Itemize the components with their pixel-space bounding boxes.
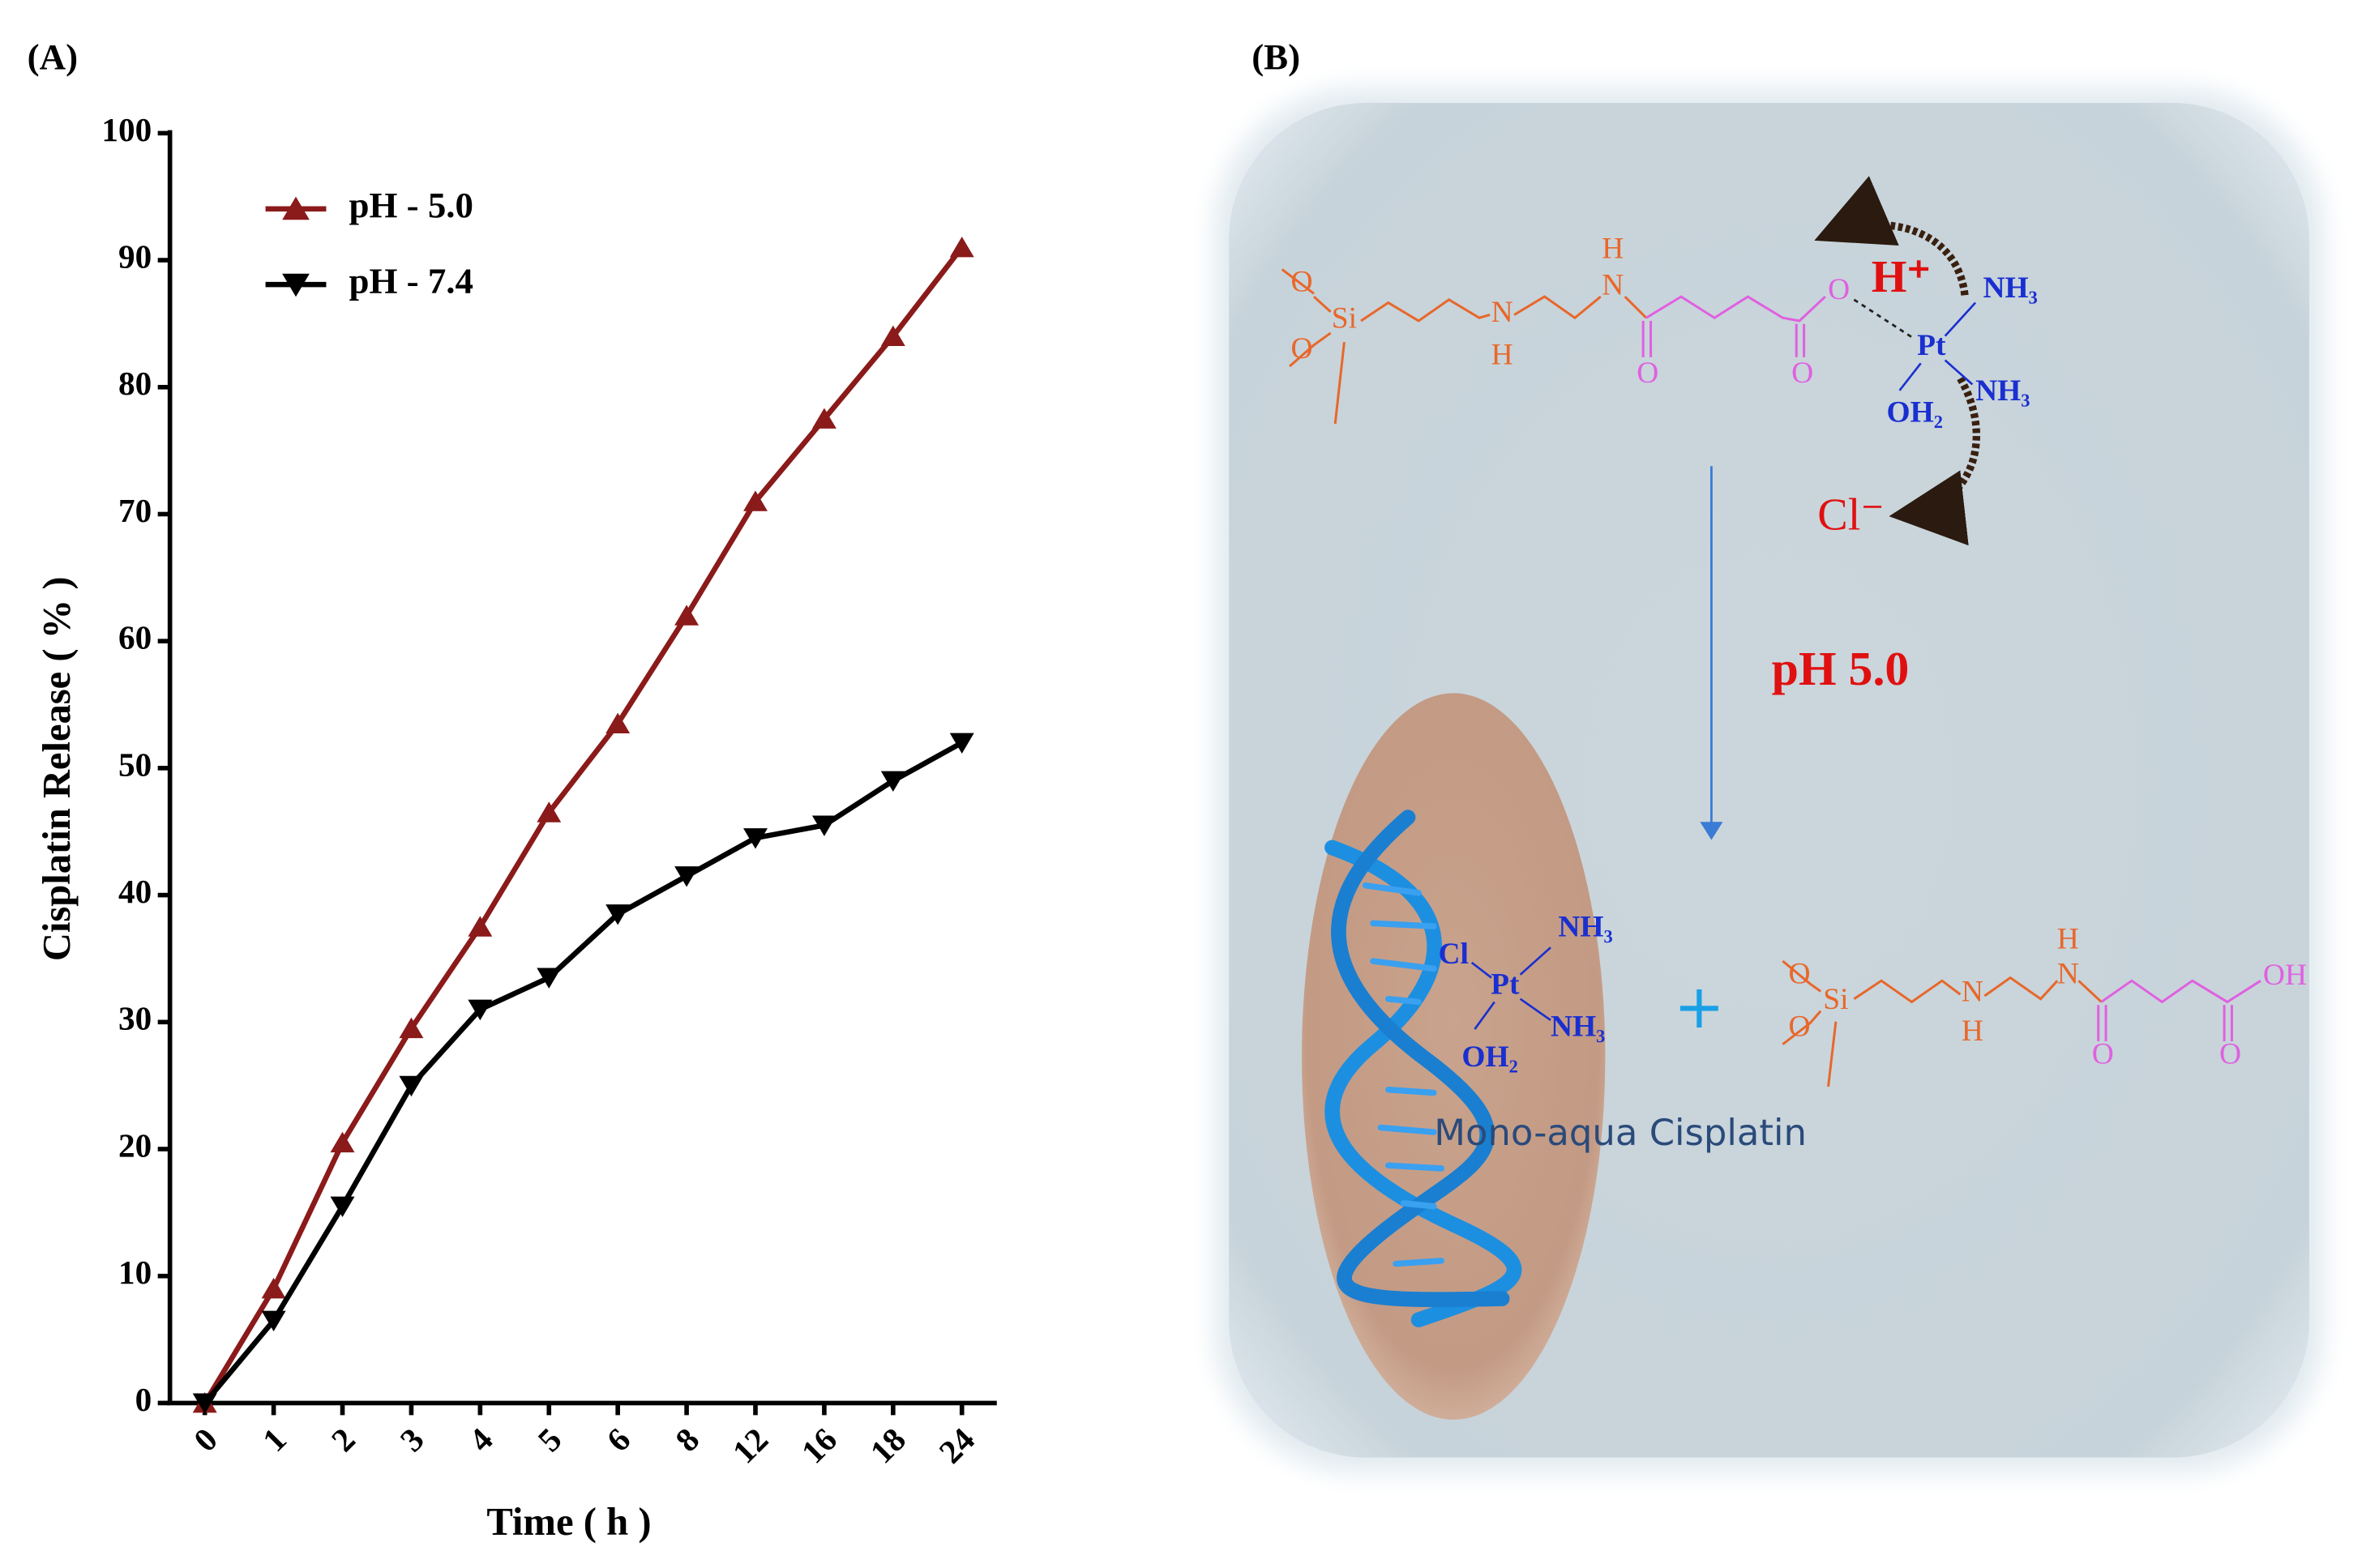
atom-label: NH₃ [1551, 1010, 1605, 1044]
atom-label: H [1491, 338, 1513, 371]
data-point [743, 828, 768, 849]
atom-label: Si [1332, 302, 1357, 335]
atom-label: H [2057, 922, 2079, 955]
linker-bonds [1782, 959, 2261, 1087]
x-tick-label: 1 [255, 1421, 293, 1459]
product-label: Mono-aqua Cisplatin [1434, 1111, 1807, 1154]
legend-label: pH - 5.0 [349, 185, 473, 225]
data-point [880, 325, 905, 347]
chloride: Cl⁻ [1817, 490, 1885, 540]
x-tick-label: 5 [530, 1421, 568, 1459]
y-tick-label: 90 [118, 238, 152, 276]
plus: + [1674, 972, 1725, 1042]
curved-arrow [1814, 176, 1969, 296]
dna [1324, 810, 1522, 1328]
data-point [605, 904, 631, 925]
x-tick-label: 24 [931, 1421, 982, 1471]
atom-label: O [1637, 357, 1658, 390]
proton: H⁺ [1872, 252, 1931, 302]
atom-label: OH₂ [1887, 395, 1943, 429]
atom-label: N [1491, 296, 1513, 329]
data-point [811, 408, 837, 429]
atom-label: NH₃ [1558, 910, 1612, 943]
x-axis-label: Time ( h ) [486, 1500, 651, 1544]
data-point [468, 999, 493, 1021]
atom-label: O [1788, 1010, 1810, 1044]
y-tick-label: 30 [118, 1000, 152, 1037]
atom-label: OH [2263, 959, 2307, 992]
x-tick-label: 18 [862, 1421, 913, 1471]
x-tick-label: 4 [462, 1421, 500, 1459]
atom-label: Pt [1917, 329, 1946, 362]
legend-marker [282, 273, 310, 297]
atom-label: O [1290, 332, 1312, 365]
atom-label: NH₃ [1975, 374, 2030, 408]
y-tick-label: 60 [118, 619, 152, 656]
series-line [202, 246, 965, 1405]
y-tick-label: 40 [118, 873, 152, 910]
y-tick-label: 0 [135, 1381, 152, 1418]
data-point [743, 490, 768, 511]
atom-label: O [2092, 1037, 2114, 1070]
x-tick-label: 3 [393, 1421, 431, 1459]
curved-arrow [1889, 376, 1980, 546]
y-tick-label: 10 [118, 1254, 152, 1291]
y-tick-label: 80 [118, 365, 152, 402]
data-point [674, 605, 700, 626]
legend-label: pH - 7.4 [349, 260, 473, 301]
atom-label: O [1791, 357, 1813, 390]
data-point [537, 968, 562, 989]
atom-label: O [1788, 957, 1810, 990]
x-tick-label: 16 [794, 1421, 845, 1471]
data-point [674, 866, 700, 887]
y-tick-label: 100 [101, 111, 152, 148]
data-point [330, 1196, 355, 1217]
y-tick-label: 70 [118, 492, 152, 529]
data-point [949, 733, 974, 754]
atom-label: O [1828, 273, 1850, 306]
data-point [949, 236, 974, 258]
atom-label: H [1602, 233, 1624, 266]
data-point [261, 1310, 286, 1332]
data-point [399, 1017, 424, 1039]
condition: pH 5.0 [1772, 642, 1910, 695]
chart: Cisplatin Release ( % ) Time ( h ) 01020… [35, 111, 997, 1544]
reactant-bonds [1281, 268, 1977, 425]
atom-label: Si [1823, 983, 1848, 1016]
atom-label: O [2219, 1037, 2241, 1070]
atom-label: N [1602, 268, 1624, 301]
atom-label: Cl [1438, 938, 1468, 971]
data-point [811, 815, 837, 836]
atom-label: NH₃ [1983, 271, 2037, 305]
panel-label: (B) [1252, 36, 1300, 77]
data-point [605, 712, 631, 733]
atom-label: N [2057, 957, 2079, 990]
legend-marker [282, 196, 310, 220]
y-tick-label: 20 [118, 1126, 152, 1164]
series-line [203, 740, 964, 1405]
x-tick-label: 0 [186, 1421, 225, 1459]
x-tick-label: 6 [599, 1421, 637, 1459]
atom-label: Pt [1491, 968, 1520, 1001]
diagram: pH 5.0 H⁺ Cl⁻ + Mono-aqua Cisplatin O Si O… [1213, 88, 2325, 1473]
atom-label: H [1962, 1015, 1983, 1048]
atom-label: OH₂ [1461, 1040, 1517, 1074]
data-point [192, 1393, 217, 1414]
complex-bonds [1470, 946, 1551, 1030]
data-point [399, 1075, 424, 1097]
data-point [880, 771, 905, 793]
y-axis-label: Cisplatin Release ( % ) [35, 576, 79, 961]
atom-label: N [1962, 976, 1983, 1009]
data-point [261, 1277, 286, 1299]
data-point [330, 1131, 355, 1153]
x-tick-label: 8 [668, 1421, 706, 1459]
data-point [468, 916, 493, 937]
atom-label: O [1290, 266, 1312, 299]
panel-label: (A) [28, 36, 78, 77]
x-tick-label: 2 [324, 1421, 362, 1459]
x-tick-label: 12 [725, 1421, 776, 1471]
data-point [537, 801, 562, 822]
y-tick-label: 50 [118, 746, 152, 783]
